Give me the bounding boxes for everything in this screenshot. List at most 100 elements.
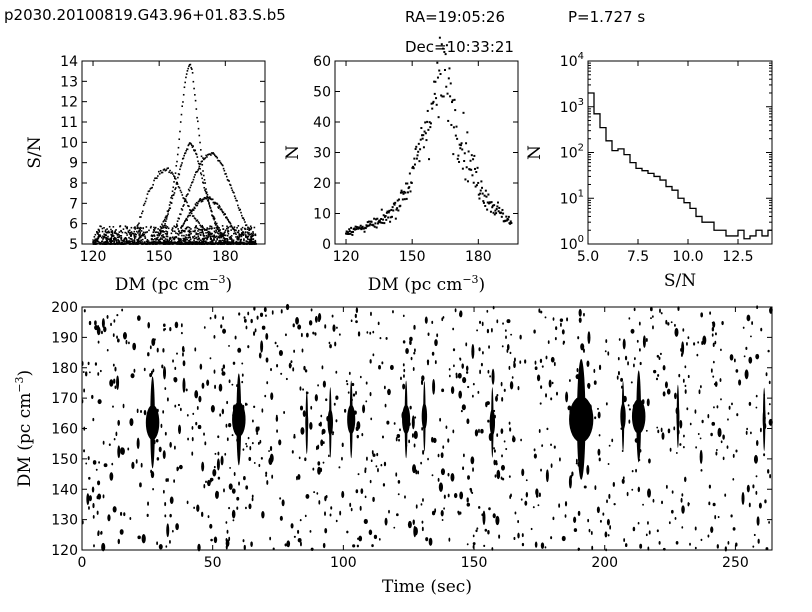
dm-vs-time-point (414, 416, 417, 419)
dm-vs-time-point (769, 474, 772, 479)
snr-vs-dm-point (166, 231, 169, 233)
count-vs-dm-point (387, 216, 390, 219)
dm-vs-time-point (83, 388, 86, 393)
snr-vs-dm-point (119, 225, 121, 228)
dm-vs-time-point (156, 347, 159, 353)
dm-vs-time-point (512, 435, 515, 438)
snr-vs-dm-point (203, 186, 206, 189)
dm-vs-time-point (164, 327, 167, 331)
snr-vs-dm-point (187, 67, 189, 70)
snr-vs-dm-point (130, 231, 133, 233)
snr-vs-dm-point (110, 238, 113, 241)
dm-vs-time-point (422, 449, 425, 455)
snr-vs-dm-point (137, 238, 140, 241)
snr-vs-dm-point (224, 238, 227, 240)
count-vs-dm-point (440, 94, 443, 97)
dm-vs-time-point (598, 434, 601, 437)
dm-vs-time-point (332, 324, 336, 332)
snr-vs-dm-point (248, 238, 250, 241)
y-tick-label: 7 (69, 196, 78, 212)
count-vs-dm-point (431, 107, 434, 110)
snr-vs-dm-point (99, 242, 102, 244)
dm-vs-time-point (116, 314, 119, 317)
snr-vs-dm-point (162, 226, 165, 229)
snr-vs-dm-point (246, 237, 249, 239)
snr-vs-dm-point (122, 228, 125, 230)
dm-vs-time-point (476, 329, 479, 332)
snr-vs-dm-point (187, 230, 190, 233)
dm-vs-time-point (681, 526, 684, 529)
dm-vs-time-point (466, 502, 471, 507)
dm-vs-time-point (475, 529, 478, 533)
dm-vs-time-point (173, 479, 176, 483)
snr-vs-dm-point (246, 231, 249, 234)
dm-vs-time-point (708, 501, 711, 506)
snr-vs-dm-point (181, 229, 184, 232)
dm-vs-time-point (525, 491, 529, 498)
dm-vs-time-point (650, 306, 653, 312)
dm-vs-time-point (524, 359, 527, 364)
snr-vs-dm-point (134, 228, 136, 230)
snr-vs-dm-point (175, 165, 178, 167)
snr-vs-dm-point (106, 228, 108, 230)
dm-vs-time-point (545, 393, 548, 398)
dm-vs-time-point (566, 317, 569, 322)
dm-vs-time-point (421, 427, 424, 431)
dm-vs-time-point (735, 369, 739, 373)
pulse-trail (236, 373, 242, 466)
dm-vs-time-point (590, 530, 593, 535)
dm-vs-time-point (112, 405, 114, 408)
count-vs-dm-point (424, 132, 427, 135)
dm-vs-time-point (215, 490, 219, 499)
count-vs-dm-point (372, 224, 375, 227)
dm-vs-time-point (642, 335, 646, 348)
dm-vs-time-point (372, 453, 376, 457)
count-vs-dm-point (454, 134, 457, 137)
dm-vs-time-point (752, 545, 755, 548)
snr-vs-dm-point (243, 238, 245, 240)
dm-vs-time-point (710, 526, 714, 533)
dm-vs-time-point (180, 323, 183, 328)
dm-vs-time-point (392, 310, 394, 314)
dm-vs-time-point (635, 468, 637, 473)
snr-vs-dm-point (140, 227, 142, 229)
dm-vs-time-point (587, 382, 591, 389)
snr-vs-dm-point (141, 238, 144, 241)
dm-vs-time-point (207, 515, 210, 519)
count-vs-dm-point (403, 198, 406, 201)
snr-vs-dm-point (166, 214, 169, 217)
snr-vs-dm-point (139, 216, 141, 218)
dm-vs-time-point (492, 305, 495, 310)
dm-vs-time-point (545, 469, 549, 483)
snr-vs-dm-point (246, 228, 249, 230)
snr-vs-dm-point (144, 200, 147, 203)
snr-vs-dm-point (213, 235, 216, 238)
count-vs-dm-point (483, 194, 486, 197)
dm-vs-time-point (305, 494, 310, 499)
snr-vs-dm-point (224, 234, 227, 237)
snr-vs-dm-point (176, 225, 179, 227)
snr-vs-dm-point (203, 198, 205, 201)
x-tick-label: 180 (212, 249, 239, 265)
dm-vs-time-point (400, 376, 402, 381)
snr-vs-dm-point (193, 87, 195, 90)
dm-vs-time-point (369, 479, 372, 484)
snr-vs-dm-point (118, 234, 120, 236)
dm-vs-time-point (755, 353, 760, 360)
dm-vs-time-point (496, 469, 501, 480)
dm-vs-time-point (152, 368, 155, 373)
snr-vs-dm-point (165, 235, 168, 238)
snr-vs-dm-point (126, 241, 129, 244)
dm-vs-time-point (179, 407, 182, 412)
snr-vs-dm-point (97, 236, 100, 239)
snr-vs-dm-point (124, 237, 127, 240)
count-vs-dm-point (345, 230, 348, 233)
snr-vs-dm-point (190, 144, 193, 147)
count-vs-dm-point (443, 50, 446, 53)
dm-vs-time-point (478, 505, 481, 509)
dm-vs-time-point (593, 380, 597, 385)
dm-vs-time-point (378, 538, 381, 541)
snr-vs-dm-point (227, 227, 229, 229)
dm-vs-time-point (97, 530, 100, 536)
dm-vs-time-point (304, 369, 308, 373)
